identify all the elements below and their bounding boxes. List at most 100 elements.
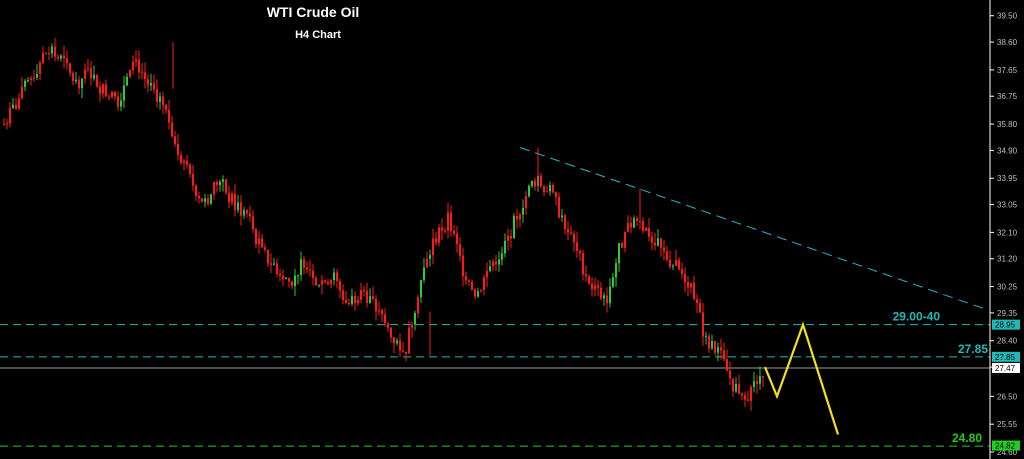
candle-body — [642, 220, 644, 231]
candle-body — [483, 277, 485, 291]
candle-body — [9, 108, 11, 124]
y-tick-label: 25.55 — [997, 420, 1018, 429]
candle-body — [597, 285, 599, 288]
candle-body — [369, 296, 371, 303]
candle-body — [699, 303, 701, 313]
candle-body — [180, 155, 182, 163]
candle-body — [45, 53, 47, 55]
candle-body — [468, 280, 470, 282]
candle-body — [693, 282, 695, 300]
candle-body — [12, 104, 14, 109]
candle-body — [234, 193, 236, 211]
candle-body — [762, 376, 764, 378]
candle-body — [474, 289, 476, 297]
candle-body — [30, 78, 32, 81]
candle-body — [162, 96, 164, 105]
candle-body — [753, 381, 755, 387]
candle-body — [486, 270, 488, 278]
candle-body — [249, 213, 251, 217]
candle-body — [291, 281, 293, 287]
candle-body — [219, 181, 221, 186]
candle-body — [456, 233, 458, 245]
price-tag-label: 27.47 — [995, 364, 1016, 373]
candle-body — [282, 275, 284, 280]
candle-body — [285, 277, 287, 280]
candle-body — [612, 277, 614, 287]
candle-body — [393, 337, 395, 344]
candle-body — [633, 218, 635, 228]
candle-body — [54, 46, 56, 57]
candle-body — [243, 210, 245, 216]
candle-body — [603, 295, 605, 299]
candle-body — [222, 179, 224, 182]
candle-body — [558, 196, 560, 218]
candle-body — [225, 179, 227, 193]
candle-body — [63, 55, 65, 59]
candle-body — [186, 160, 188, 165]
candle-body — [48, 53, 50, 55]
candle-body — [357, 299, 359, 304]
candle-body — [144, 72, 146, 80]
candle-body — [645, 227, 647, 231]
candle-body — [738, 383, 740, 394]
candle-body — [435, 238, 437, 243]
price-tag-box — [992, 362, 1020, 373]
y-tick-label: 37.65 — [997, 66, 1018, 75]
candle-body — [450, 212, 452, 231]
candle-body — [27, 80, 29, 82]
candle-body — [513, 215, 515, 239]
candle-body — [117, 96, 119, 107]
candle-body — [630, 223, 632, 228]
candle-body — [348, 302, 350, 305]
candle-body — [741, 393, 743, 396]
y-tick-label: 34.90 — [997, 146, 1018, 155]
candle-body — [387, 323, 389, 328]
candle-body — [372, 296, 374, 299]
candle-body — [171, 122, 173, 137]
candle-body — [111, 91, 113, 98]
candle-body — [729, 370, 731, 379]
candle-body — [702, 312, 704, 337]
candle-body — [15, 104, 17, 109]
candle-body — [564, 215, 566, 230]
candle-body — [588, 276, 590, 284]
candle-body — [354, 295, 356, 304]
candle-body — [309, 269, 311, 271]
candle-body — [183, 160, 185, 163]
candle-body — [579, 251, 581, 254]
candle-body — [582, 253, 584, 275]
projection-layer — [763, 321, 840, 435]
candle-body — [204, 198, 206, 202]
candle-body — [585, 274, 587, 277]
candle-body — [492, 261, 494, 267]
candle-body — [150, 83, 152, 86]
candle-body — [327, 282, 329, 285]
candle-body — [279, 273, 281, 276]
candle-body — [120, 100, 122, 107]
candle-body — [207, 198, 209, 204]
candle-body — [543, 186, 545, 193]
candle-body — [657, 238, 659, 246]
y-tick-label: 29.35 — [997, 309, 1018, 318]
candle-body — [363, 290, 365, 292]
candle-body — [90, 68, 92, 79]
resistance-trendline — [519, 147, 989, 311]
candle-body — [324, 280, 326, 283]
candle-body — [21, 86, 23, 99]
candle-body — [252, 216, 254, 230]
y-tick-label: 36.75 — [997, 92, 1018, 101]
candle-body — [378, 310, 380, 312]
candle-body — [114, 91, 116, 97]
candle-body — [501, 253, 503, 260]
candle-body — [315, 278, 317, 286]
candle-body — [159, 96, 161, 102]
y-tick-label: 38.60 — [997, 38, 1018, 47]
candle-body — [600, 287, 602, 299]
candle-body — [381, 310, 383, 315]
candle-body — [516, 215, 518, 220]
candle-body — [267, 249, 269, 264]
candle-body — [570, 232, 572, 234]
candle-body — [423, 267, 425, 280]
y-tick-label: 33.95 — [997, 174, 1018, 183]
